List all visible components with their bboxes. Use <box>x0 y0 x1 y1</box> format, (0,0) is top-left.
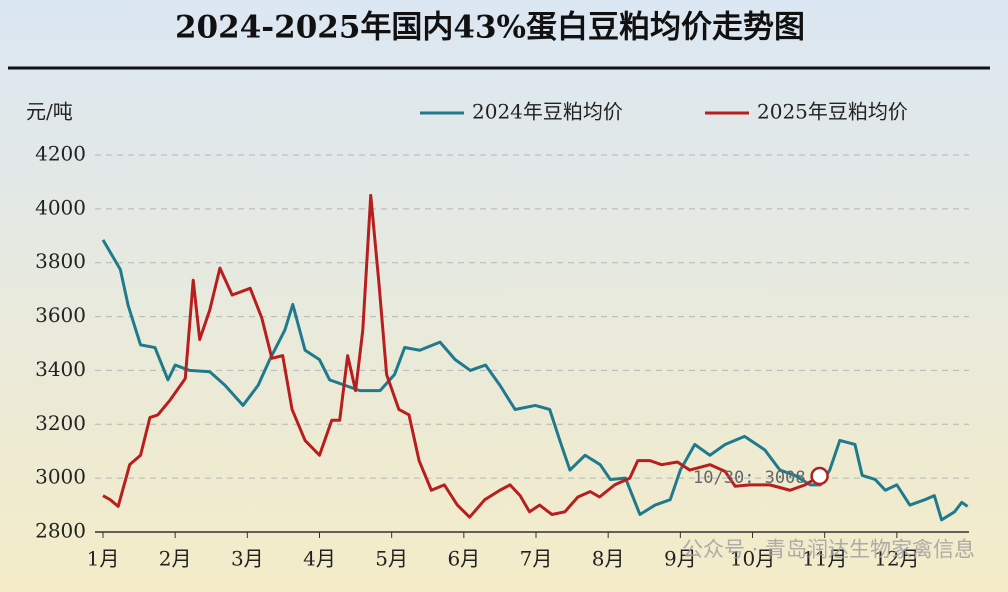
x-tick-label: 10月 <box>730 547 775 571</box>
x-tick-label: 9月 <box>664 547 697 571</box>
x-tick-label: 5月 <box>375 547 408 571</box>
y-tick-label: 4200 <box>35 142 86 166</box>
y-tick-label: 3000 <box>35 465 86 489</box>
y-tick-label: 3800 <box>35 249 86 273</box>
legend-label: 2025年豆粕均价 <box>757 100 908 124</box>
y-tick-label: 3400 <box>35 357 86 381</box>
x-tick-label: 4月 <box>303 547 336 571</box>
y-tick-label: 3600 <box>35 303 86 327</box>
x-tick-label: 6月 <box>447 547 480 571</box>
x-tick-label: 2月 <box>159 547 192 571</box>
annotation-marker <box>810 466 829 486</box>
series-line <box>102 193 821 519</box>
series-line <box>101 239 969 522</box>
y-tick-label: 4000 <box>35 195 86 219</box>
chart-title: 2024-2025年国内43%蛋白豆粕均价走势图 <box>175 10 805 46</box>
x-tick-label: 8月 <box>592 547 625 571</box>
y-axis-label: 元/吨 <box>26 100 73 124</box>
y-tick-label: 2800 <box>35 519 86 543</box>
x-tick-label: 1月 <box>87 547 120 571</box>
annotation-label: 10/30: 3008 <box>693 468 806 488</box>
watermark: 公众号 · 青岛润达生物家禽信息 <box>682 538 975 562</box>
x-tick-label: 3月 <box>231 547 264 571</box>
y-tick-label: 3200 <box>35 411 86 435</box>
x-tick-label: 11月 <box>802 547 847 571</box>
x-tick-label: 7月 <box>520 547 553 571</box>
x-tick-label: 12月 <box>874 547 919 571</box>
legend-label: 2024年豆粕均价 <box>472 100 623 124</box>
